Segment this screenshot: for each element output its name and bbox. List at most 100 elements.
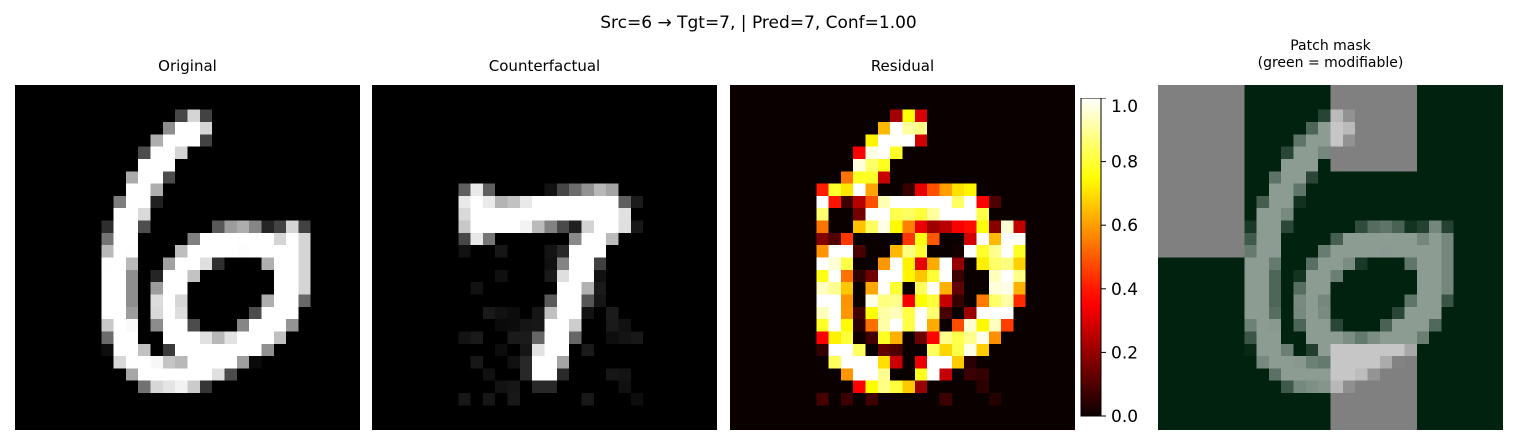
counterfactual-pixel bbox=[593, 158, 607, 172]
residual-pixel bbox=[803, 356, 817, 369]
residual-pixel bbox=[902, 121, 916, 135]
counterfactual-pixel bbox=[421, 195, 434, 209]
residual-pixel bbox=[1001, 331, 1014, 344]
locked-patch-pixel bbox=[1182, 220, 1196, 234]
original-pixel bbox=[88, 380, 102, 394]
residual-pixel bbox=[877, 158, 891, 172]
original-pixel bbox=[212, 109, 225, 123]
original-pixel bbox=[187, 171, 201, 184]
counterfactual-pixel bbox=[643, 269, 656, 283]
residual-pixel bbox=[902, 97, 916, 110]
counterfactual-pixel bbox=[581, 171, 595, 184]
counterfactual-pixel bbox=[519, 134, 533, 147]
counterfactual-pixel bbox=[692, 257, 705, 271]
original-pixel bbox=[27, 134, 40, 147]
original-pixel bbox=[310, 208, 324, 221]
counterfactual-pixel bbox=[495, 245, 508, 258]
modifiable-patch-pixel bbox=[1416, 195, 1430, 209]
residual-pixel bbox=[902, 257, 916, 271]
counterfactual-pixel bbox=[470, 220, 484, 234]
residual-pixel bbox=[865, 417, 879, 430]
original-pixel bbox=[212, 331, 225, 344]
modifiable-patch-pixel bbox=[1429, 195, 1442, 209]
original-pixel bbox=[39, 220, 53, 234]
residual-pixel bbox=[1001, 356, 1014, 369]
counterfactual-pixel bbox=[630, 393, 644, 406]
original-pixel bbox=[162, 294, 176, 308]
original-pixel bbox=[273, 97, 287, 110]
original-pixel bbox=[187, 208, 201, 221]
counterfactual-pixel bbox=[581, 158, 595, 172]
modifiable-patch-pixel bbox=[1367, 319, 1381, 332]
original-pixel bbox=[335, 208, 348, 221]
original-pixel bbox=[64, 331, 77, 344]
residual-pixel bbox=[730, 232, 743, 246]
original-pixel bbox=[249, 269, 262, 283]
original-pixel bbox=[335, 121, 348, 135]
counterfactual-pixel bbox=[556, 183, 570, 197]
original-pixel bbox=[323, 356, 336, 369]
residual-pixel bbox=[1038, 158, 1051, 172]
original-pixel bbox=[76, 97, 90, 110]
counterfactual-pixel bbox=[606, 417, 619, 430]
locked-patch-pixel bbox=[1330, 121, 1344, 135]
locked-patch-pixel bbox=[1392, 146, 1405, 160]
original-pixel bbox=[236, 121, 250, 135]
counterfactual-pixel bbox=[470, 343, 484, 357]
residual-pixel bbox=[1013, 195, 1026, 209]
original-pixel bbox=[39, 146, 53, 160]
counterfactual-pixel bbox=[569, 306, 582, 320]
modifiable-patch-pixel bbox=[1330, 208, 1344, 221]
original-pixel bbox=[39, 269, 53, 283]
modifiable-patch-pixel bbox=[1478, 146, 1491, 160]
counterfactual-pixel bbox=[704, 245, 717, 258]
locked-patch-pixel bbox=[1207, 171, 1220, 184]
residual-pixel bbox=[890, 269, 903, 283]
original-pixel bbox=[162, 109, 176, 123]
residual-pixel bbox=[927, 220, 940, 234]
residual-pixel bbox=[730, 171, 743, 184]
modifiable-patch-pixel bbox=[1330, 183, 1344, 197]
residual-pixel bbox=[853, 220, 866, 234]
modifiable-patch-pixel bbox=[1453, 294, 1467, 308]
residual-pixel bbox=[890, 195, 903, 209]
original-pixel bbox=[162, 158, 176, 172]
original-pixel bbox=[15, 343, 28, 357]
modifiable-patch-pixel bbox=[1379, 331, 1393, 344]
colorbar-tick-label: 0.4 bbox=[1111, 280, 1138, 300]
counterfactual-pixel bbox=[507, 158, 521, 172]
modifiable-patch-pixel bbox=[1355, 183, 1368, 197]
counterfactual-pixel bbox=[643, 294, 656, 308]
original-pixel bbox=[162, 121, 176, 135]
original-pixel bbox=[236, 232, 250, 246]
residual-pixel bbox=[779, 306, 792, 320]
counterfactual-pixel bbox=[532, 158, 545, 172]
original-pixel bbox=[335, 171, 348, 184]
modifiable-patch-pixel bbox=[1392, 331, 1405, 344]
residual-pixel bbox=[1013, 356, 1026, 369]
modifiable-patch-pixel bbox=[1305, 306, 1319, 320]
residual-pixel bbox=[964, 368, 977, 381]
counterfactual-pixel bbox=[519, 220, 533, 234]
modifiable-patch-pixel bbox=[1429, 257, 1442, 271]
counterfactual-pixel bbox=[507, 417, 521, 430]
original-pixel bbox=[175, 380, 188, 394]
residual-pixel bbox=[988, 356, 1002, 369]
locked-patch-pixel bbox=[1158, 195, 1171, 209]
counterfactual-pixel bbox=[692, 343, 705, 357]
counterfactual-pixel bbox=[458, 85, 471, 98]
locked-patch-pixel bbox=[1342, 97, 1356, 110]
counterfactual-pixel bbox=[692, 294, 705, 308]
original-pixel bbox=[347, 232, 360, 246]
original-pixel bbox=[125, 393, 139, 406]
original-pixel bbox=[187, 158, 201, 172]
original-pixel bbox=[150, 134, 164, 147]
locked-patch-pixel bbox=[1379, 380, 1393, 394]
original-pixel bbox=[286, 146, 299, 160]
original-pixel bbox=[27, 282, 40, 295]
counterfactual-pixel bbox=[606, 294, 619, 308]
locked-patch-pixel bbox=[1158, 97, 1171, 110]
original-pixel bbox=[249, 146, 262, 160]
counterfactual-pixel bbox=[630, 85, 644, 98]
modifiable-patch-pixel bbox=[1256, 183, 1270, 197]
